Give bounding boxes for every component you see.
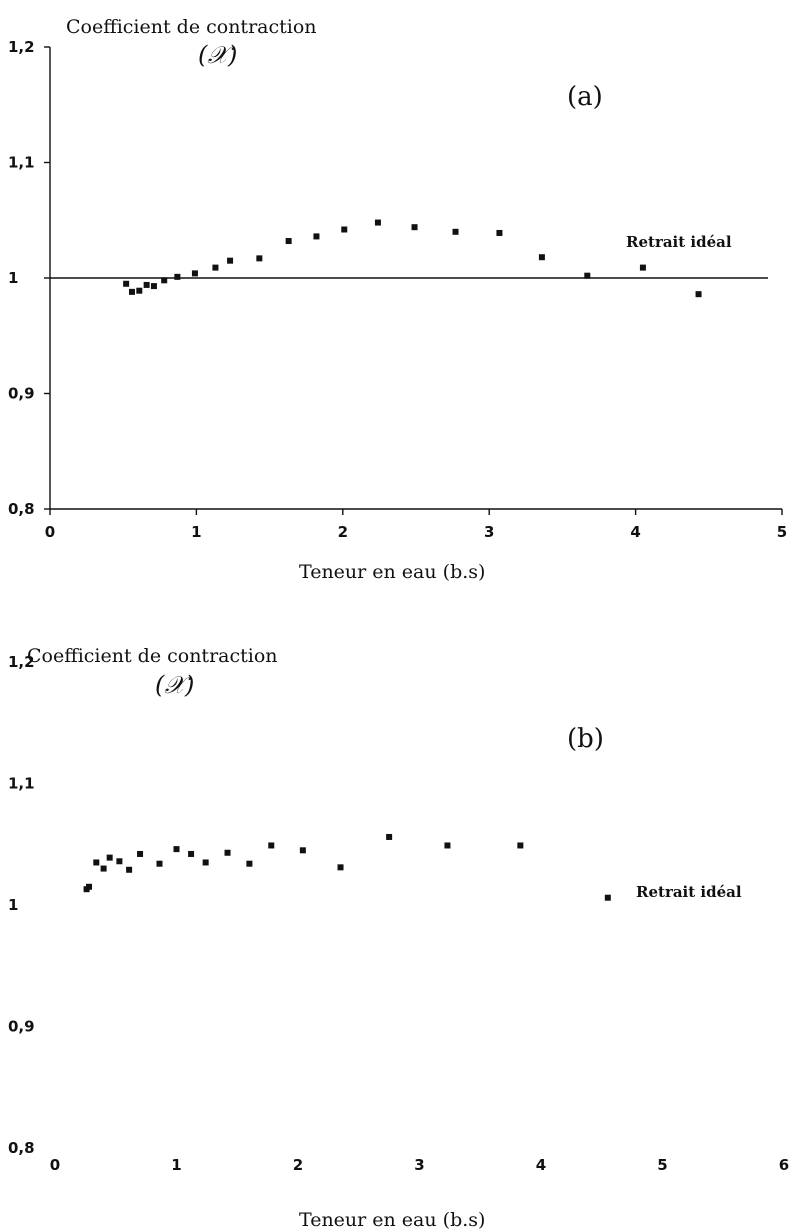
y-tick-label-a: 1,1 bbox=[8, 154, 35, 172]
data-point-b bbox=[100, 865, 107, 872]
y-tick-label-a: 1,2 bbox=[8, 38, 35, 56]
data-point-a bbox=[161, 277, 168, 284]
axes-a: 0,8 0,9 1 1,1 1,2 0 1 2 3 4 5 bbox=[8, 38, 787, 541]
x-axis-title-b: Teneur en eau (b.s) bbox=[299, 1209, 485, 1231]
data-points-a bbox=[123, 219, 702, 298]
data-point-a bbox=[452, 228, 459, 235]
data-point-a bbox=[191, 270, 198, 277]
data-point-a bbox=[285, 238, 292, 245]
chart-panel-b: Coefficient de contraction (𝒳) (b) 0,80,… bbox=[8, 645, 789, 1231]
y-axis-title-a: Coefficient de contraction bbox=[66, 16, 317, 38]
x-tick-label-b: 1 bbox=[171, 1156, 181, 1174]
x-axis-title-a: Teneur en eau (b.s) bbox=[299, 561, 485, 583]
y-tick-label-a: 0,9 bbox=[8, 385, 35, 403]
y-axis-symbol-a: (𝒳) bbox=[198, 41, 237, 69]
data-point-a bbox=[150, 283, 157, 290]
reference-line-label-b: Retrait idéal bbox=[636, 883, 742, 901]
data-point-b bbox=[517, 842, 524, 849]
data-point-b bbox=[337, 864, 344, 871]
data-point-b bbox=[268, 842, 275, 849]
y-tick-label-b: 0,8 bbox=[8, 1139, 35, 1157]
y-tick-label-a: 1 bbox=[8, 269, 18, 287]
x-tick-label-b: 4 bbox=[536, 1156, 546, 1174]
y-tick-label-b: 0,9 bbox=[8, 1018, 35, 1036]
data-point-a bbox=[256, 255, 263, 262]
data-point-b bbox=[93, 859, 100, 866]
data-point-a bbox=[411, 224, 418, 231]
data-point-b bbox=[106, 854, 113, 861]
data-point-a bbox=[313, 233, 320, 240]
data-point-a bbox=[174, 273, 181, 280]
axes-b: 0,8 0,9 1 1,1 1,2 0 1 2 3 4 5 6 bbox=[8, 653, 789, 1174]
data-point-a bbox=[143, 281, 150, 288]
data-point-b bbox=[156, 860, 163, 867]
y-tick-label-b: 1 bbox=[8, 896, 18, 914]
data-point-a bbox=[695, 291, 702, 298]
x-tick-label-b: 5 bbox=[657, 1156, 667, 1174]
data-point-a bbox=[374, 219, 381, 226]
data-point-a bbox=[584, 272, 591, 279]
x-tick-label-a: 2 bbox=[338, 523, 348, 541]
y-tick-label-a: 0,8 bbox=[8, 500, 35, 518]
data-point-b bbox=[604, 894, 611, 901]
x-tick-label-b: 2 bbox=[293, 1156, 303, 1174]
data-point-b bbox=[246, 860, 253, 867]
data-point-a bbox=[128, 288, 135, 295]
x-tick-label-b: 6 bbox=[779, 1156, 789, 1174]
data-point-a bbox=[496, 229, 503, 236]
y-axis-symbol-b: (𝒳) bbox=[155, 671, 194, 699]
data-point-b bbox=[224, 849, 231, 856]
y-axis-title-b: Coefficient de contraction bbox=[27, 645, 278, 667]
data-point-b bbox=[188, 850, 195, 857]
x-tick-label-a: 0 bbox=[45, 523, 55, 541]
data-point-b bbox=[386, 833, 393, 840]
data-point-a bbox=[136, 287, 143, 294]
x-tick-label-a: 1 bbox=[191, 523, 201, 541]
chart-panel-a: Coefficient de contraction (𝒳) (a) 0,80,… bbox=[8, 16, 787, 583]
data-point-a bbox=[123, 280, 130, 287]
data-point-a bbox=[639, 264, 646, 271]
data-point-a bbox=[212, 264, 219, 271]
x-tick-label-b: 0 bbox=[50, 1156, 60, 1174]
x-tick-label-b: 3 bbox=[414, 1156, 424, 1174]
data-point-b bbox=[299, 847, 306, 854]
data-point-b bbox=[444, 842, 451, 849]
x-tick-label-a: 5 bbox=[777, 523, 787, 541]
reference-line-label-a: Retrait idéal bbox=[626, 233, 732, 251]
panel-label-a: (a) bbox=[567, 82, 603, 112]
data-point-a bbox=[341, 226, 348, 233]
data-point-b bbox=[202, 859, 209, 866]
data-point-b bbox=[137, 850, 144, 857]
data-point-a bbox=[538, 254, 545, 261]
data-point-b bbox=[173, 846, 180, 853]
y-tick-label-b: 1,1 bbox=[8, 775, 35, 793]
panel-label-b: (b) bbox=[567, 724, 604, 754]
data-point-b bbox=[126, 866, 133, 873]
data-point-b bbox=[116, 858, 123, 865]
data-points-b bbox=[83, 833, 611, 901]
x-tick-label-a: 4 bbox=[630, 523, 640, 541]
x-tick-label-a: 3 bbox=[484, 523, 494, 541]
y-tick-label-b: 1,2 bbox=[8, 653, 35, 671]
data-point-b bbox=[86, 883, 93, 890]
data-point-a bbox=[227, 257, 234, 264]
